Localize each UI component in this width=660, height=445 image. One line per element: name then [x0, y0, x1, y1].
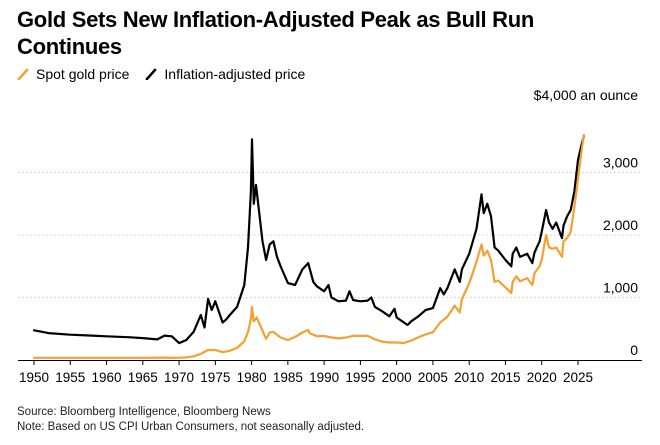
gold-price-chart: 0 1,000 2,000 3,000 1950 1955 1960 1965 1970 197… [18, 133, 642, 385]
methodology-note: Note: Based on US CPI Urban Consumers, n… [17, 421, 365, 433]
y-axis-unit-label: $4,000 an ounce [533, 87, 638, 103]
y-tick-label-3000: 3,000 [603, 155, 638, 171]
x-tick-label-1950: 1950 [19, 370, 49, 385]
legend-label-spot-gold: Spot gold price [36, 66, 130, 82]
source-note: Source: Bloomberg Intelligence, Bloomber… [17, 406, 271, 418]
x-tick-label-2005: 2005 [418, 370, 448, 385]
x-tick-label-1965: 1965 [128, 370, 158, 385]
series-layer [32, 133, 585, 359]
x-tick-label-1990: 1990 [309, 370, 339, 385]
y-axis-ticks: 0 1,000 2,000 3,000 [603, 155, 638, 359]
x-tick-label-1955: 1955 [55, 370, 85, 385]
legend-label-inflation-adjusted: Inflation-adjusted price [164, 66, 306, 82]
chart-title: Gold Sets New Inflation-Adjusted Peak as… [17, 7, 535, 59]
x-tick-label-2010: 2010 [454, 370, 484, 385]
x-axis: 1950 1955 1960 1965 1970 1975 1980 1985 1990 1995… [18, 360, 642, 385]
series-line-inflation-adjusted-price [32, 135, 585, 345]
x-tick-label-1975: 1975 [200, 370, 230, 385]
x-tick-label-1995: 1995 [345, 370, 375, 385]
inflation-adjusted-swatch-icon [145, 68, 158, 80]
series-line-spot-gold-price [32, 133, 585, 359]
legend: Spot gold price Inflation-adjusted price [17, 66, 321, 82]
x-tick-label-2020: 2020 [527, 370, 557, 385]
y-tick-label-0: 0 [630, 342, 638, 358]
x-tick-label-1970: 1970 [164, 370, 194, 385]
x-tick-label-1960: 1960 [92, 370, 122, 385]
x-tick-label-2025: 2025 [563, 370, 593, 385]
legend-item-spot-gold: Spot gold price [17, 66, 129, 82]
x-tick-label-1985: 1985 [273, 370, 303, 385]
legend-item-inflation-adjusted: Inflation-adjusted price [145, 66, 305, 82]
gridlines [18, 172, 642, 298]
y-tick-label-1000: 1,000 [603, 280, 638, 296]
x-tick-label-1980: 1980 [237, 370, 267, 385]
x-tick-label-2000: 2000 [382, 370, 412, 385]
y-tick-label-2000: 2,000 [603, 217, 638, 233]
footer: Source: Bloomberg Intelligence, Bloomber… [17, 405, 364, 435]
spot-gold-swatch-icon [17, 68, 29, 80]
x-tick-label-2015: 2015 [490, 370, 520, 385]
